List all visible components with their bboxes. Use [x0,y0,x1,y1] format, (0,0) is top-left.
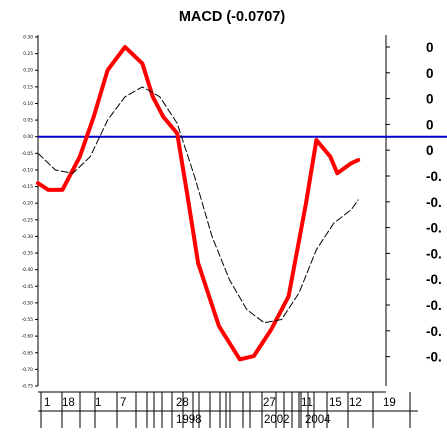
right-tick-label: 0 [426,92,434,107]
y-tick-label: 0.10 [23,101,33,107]
x-axis: 1 18 1 7 28 27 11 15 12 19 1998 2002 2004 [38,391,418,428]
x-tick-label-year: 1998 [176,414,202,426]
x-tick-label: 1 [44,397,50,409]
right-tick-label: -0. [426,221,442,236]
x-tick-label: 11 [301,397,313,409]
right-tick-label: 0 [426,40,434,55]
y-tick-label: -0.70 [22,367,34,373]
chart-title: MACD (-0.0707) [179,9,286,25]
y-tick-label: -0.05 [22,151,34,157]
x-tick-label: 27 [263,397,276,409]
y-axis: 0.30 0.25 0.20 0.15 0.10 0.05 0.00 -0.05 -0.10 -0… [22,35,39,390]
y-tick-label: -0.35 [22,251,34,257]
y-tick-label: 0.20 [23,68,33,74]
right-tick-label: -0. [426,350,442,365]
y-tick-label: -0.65 [22,350,34,356]
y-tick-label: -0.20 [22,201,34,207]
x-tick-label: 1 [95,397,101,409]
series-layer [36,45,361,362]
x-tick-label: 12 [349,397,362,409]
x-tick-label: 15 [329,397,342,409]
right-tick-label: -0. [426,272,442,287]
y-tick-label: 0.30 [23,35,33,41]
y-tick-label: 0.00 [23,134,33,140]
right-tick-label: -0. [426,169,442,184]
y-tick-label: 0.15 [23,84,33,90]
y-tick-label: 0.25 [23,51,33,57]
right-tick-label: -0. [426,246,442,261]
x-tick-label-year: 2002 [264,414,290,426]
x-tick-label: 7 [120,397,126,409]
y-tick-label: -0.25 [22,217,34,223]
right-tick-label: 0 [426,66,434,81]
right-axis: 0 0 0 0 0 -0. -0. -0. -0. -0. -0. -0. -0. [385,35,442,386]
y-tick-label: -0.40 [22,267,34,273]
x-tick-label-year: 2004 [305,414,331,426]
right-tick-label: -0. [426,324,442,339]
y-tick-label: -0.30 [22,234,34,240]
y-tick-label: -0.10 [22,167,34,173]
x-tick-label: 28 [176,397,189,409]
x-tick-label: 19 [383,397,396,409]
y-tick-label: -0.15 [22,184,34,190]
y-tick-label: -0.50 [22,300,34,306]
macd-line-series [36,45,361,362]
signal-line-series [37,86,359,324]
y-tick-label: 0.05 [23,118,33,124]
x-tick-label: 18 [62,397,75,409]
y-tick-label: -0.75 [22,384,34,390]
right-tick-label: -0. [426,195,442,210]
right-tick-label: -0. [426,298,442,313]
right-tick-label: 0 [426,143,434,158]
y-tick-label: -0.55 [22,317,34,323]
y-tick-label: -0.45 [22,284,34,290]
right-tick-label: 0 [426,117,434,132]
y-tick-label: -0.60 [22,334,34,340]
